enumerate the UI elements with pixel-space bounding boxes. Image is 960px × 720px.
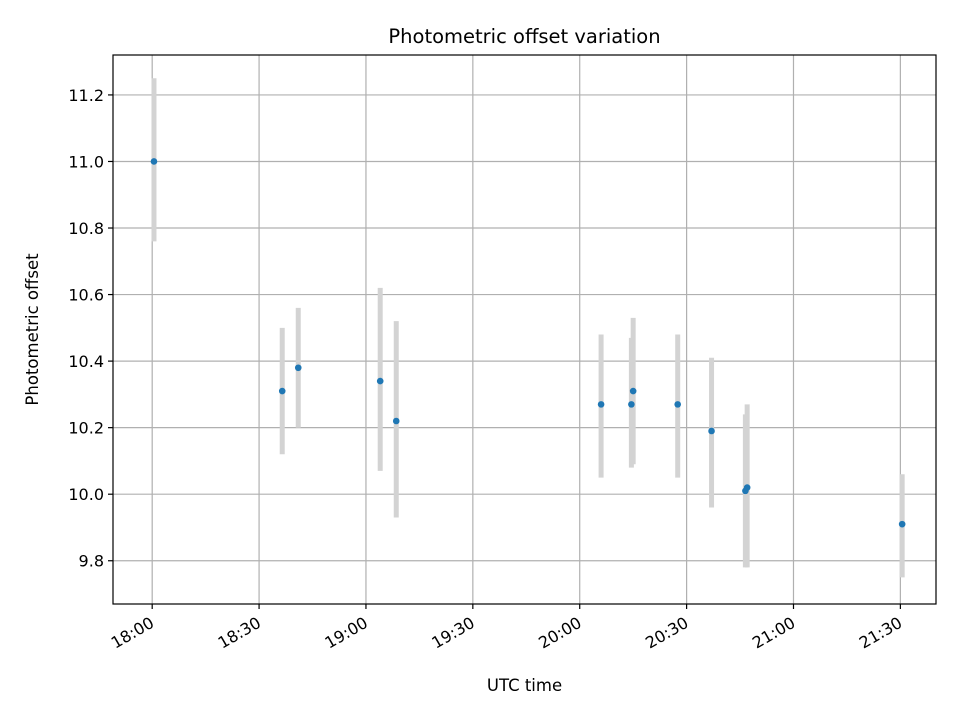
data-point (628, 401, 635, 408)
data-point (629, 387, 637, 395)
y-tick-label: 10.6 (68, 286, 104, 305)
data-point (898, 520, 906, 528)
data-point (708, 427, 715, 435)
data-point (674, 401, 681, 408)
data-point (392, 417, 400, 425)
y-tick-label: 10.0 (68, 485, 104, 504)
data-point (597, 401, 605, 408)
grid-lines (113, 55, 936, 604)
plot-frame (112, 54, 937, 605)
y-tick-label: 9.8 (79, 552, 104, 571)
y-axis-label: Photometric offset (23, 253, 42, 406)
y-tick-label: 10.4 (68, 352, 104, 371)
y-tick-label: 11.0 (68, 152, 104, 171)
data-point (294, 364, 302, 372)
data-points (150, 158, 906, 528)
data-point (150, 158, 158, 165)
x-axis-label: UTC time (487, 676, 562, 695)
chart-title: Photometric offset variation (388, 25, 660, 48)
data-point (376, 377, 384, 385)
data-point (278, 387, 286, 395)
y-tick-label: 10.2 (68, 419, 104, 438)
y-tick-label: 10.8 (68, 219, 104, 238)
data-point (743, 484, 751, 491)
y-tick-label: 11.2 (68, 86, 104, 105)
